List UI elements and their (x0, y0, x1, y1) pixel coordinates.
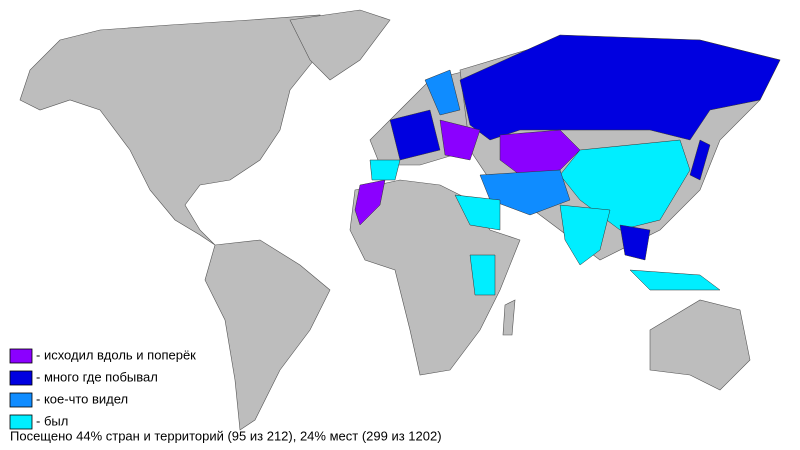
legend-label: - много где побывал (36, 369, 158, 384)
central-asia (479, 169, 571, 216)
south-america (204, 239, 331, 431)
china (559, 139, 691, 231)
legend: - исходил вдоль и поперёк - много где поб… (9, 347, 196, 430)
visited-regions (354, 34, 781, 296)
australia (649, 299, 751, 391)
legend-swatch (9, 370, 33, 386)
legend-label: - исходил вдоль и поперёк (36, 347, 196, 362)
north-america (19, 14, 331, 246)
central-europe (389, 109, 441, 161)
legend-swatch (9, 414, 33, 430)
greenland (289, 9, 391, 81)
japan (689, 139, 711, 181)
legend-label: - был (36, 413, 68, 428)
eastern-europe (439, 119, 481, 161)
legend-swatch (9, 392, 33, 408)
scandinavia (424, 69, 461, 116)
india (559, 204, 611, 266)
legend-swatch (9, 348, 33, 364)
iberia (369, 159, 401, 181)
madagascar (502, 299, 516, 336)
indonesia (629, 269, 721, 291)
legend-label: - кое-что видел (36, 391, 128, 406)
morocco (354, 179, 386, 226)
footer-text: Посещено 44% стран и территорий (95 из 2… (10, 428, 442, 443)
east-africa (469, 254, 496, 296)
africa (349, 179, 521, 376)
arabia (454, 194, 501, 231)
southeast-asia (619, 224, 651, 261)
russia (459, 34, 781, 141)
